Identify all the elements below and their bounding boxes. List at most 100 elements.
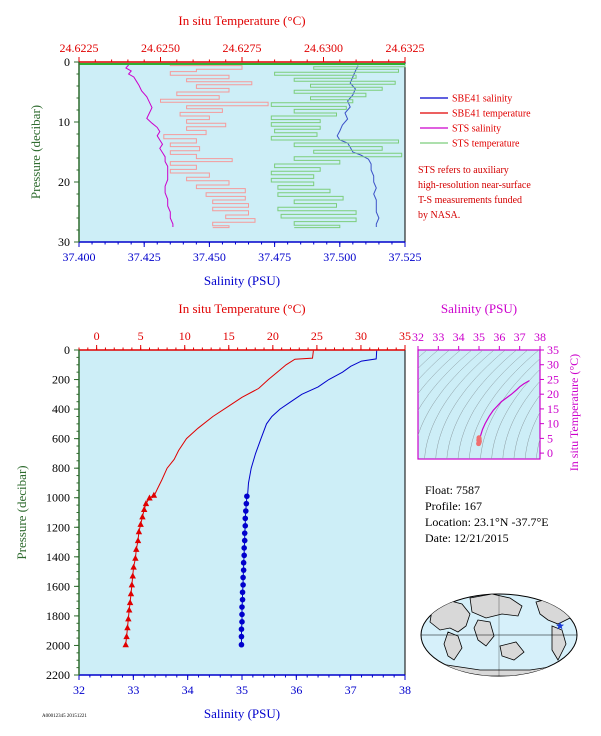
circle-marker xyxy=(240,567,247,573)
ts-right-tick-label: 15 xyxy=(547,402,559,416)
triangle-marker xyxy=(141,506,148,513)
ts-top-tick-label: 33 xyxy=(432,330,444,344)
near-surface-chart: 37.400 37.425 37.450 37.475 37.500 37.525 Sali… xyxy=(28,13,531,288)
triangle-marker xyxy=(134,537,142,544)
float-location-star xyxy=(556,621,564,630)
triangle-marker xyxy=(130,563,137,570)
left-tick-label: 1800 xyxy=(46,609,70,623)
ts-top-tick-label: 35 xyxy=(473,330,485,344)
circle-marker xyxy=(239,619,245,625)
circle-marker xyxy=(243,508,249,514)
left-tick-label: 2000 xyxy=(46,638,70,652)
circle-marker xyxy=(238,626,245,633)
bottom-tick-label: 38 xyxy=(399,683,411,697)
density-contour xyxy=(524,411,540,459)
circle-marker xyxy=(241,537,248,544)
float-info-line: Date: 12/21/2015 xyxy=(425,531,509,545)
series-sbe41-temperature xyxy=(160,64,269,229)
top-axis-title: In situ Temperature (°C) xyxy=(178,13,305,28)
density-contour xyxy=(457,350,528,459)
density-contour xyxy=(418,350,484,437)
ts-right-tick-label: 5 xyxy=(547,431,553,445)
top-tick-label: 10 xyxy=(179,329,191,343)
top-axis-title: In situ Temperature (°C) xyxy=(178,301,305,316)
density-contour xyxy=(536,438,540,459)
triangle-marker xyxy=(128,581,136,588)
left-tick-label: 20 xyxy=(58,175,70,189)
triangle-marker xyxy=(122,641,129,648)
circle-marker xyxy=(243,500,250,507)
density-contour xyxy=(435,350,506,459)
float-info-line: Profile: 167 xyxy=(425,499,482,513)
note-line: by NASA. xyxy=(418,210,460,221)
ts-right-tick-label: 0 xyxy=(547,446,553,460)
left-tick-label: 600 xyxy=(52,432,70,446)
density-contour xyxy=(418,350,439,369)
density-contour xyxy=(418,350,450,381)
triangle-marker xyxy=(150,491,158,498)
top-tick-label: 5 xyxy=(138,329,144,343)
ts-top-tick-label: 38 xyxy=(534,330,546,344)
top-tick-label: 24.6250 xyxy=(141,41,180,55)
series-sbe41-salinity xyxy=(336,65,380,227)
top-tick-label: 24.6225 xyxy=(60,41,99,55)
series-salinity xyxy=(246,350,378,498)
ts-top-tick-label: 34 xyxy=(453,330,465,344)
triangle-marker xyxy=(139,513,146,520)
circle-marker xyxy=(242,522,249,529)
left-tick-label: 30 xyxy=(58,235,70,249)
left-tick-label: 1400 xyxy=(46,550,70,564)
circle-marker xyxy=(244,493,250,500)
density-contours xyxy=(418,350,540,459)
circle-marker xyxy=(241,545,247,551)
left-tick-label: 200 xyxy=(52,373,70,387)
top-tick-label: 35 xyxy=(399,329,411,343)
circle-marker xyxy=(239,604,245,610)
circle-marker xyxy=(241,530,248,536)
continent xyxy=(499,641,525,661)
ts-top-axis-title: Salinity (PSU) xyxy=(441,301,517,316)
continent xyxy=(473,619,495,647)
ts-top-tick-label: 32 xyxy=(412,330,424,344)
density-contour xyxy=(502,380,540,459)
density-contour xyxy=(513,394,540,459)
bottom-tick-label: 32 xyxy=(73,683,85,697)
circle-marker xyxy=(241,552,247,559)
continent xyxy=(443,631,463,661)
triangle-marker xyxy=(142,500,150,507)
bottom-tick-label: 37.500 xyxy=(323,250,356,264)
top-tick-label: 30 xyxy=(355,329,367,343)
left-tick-label: 1600 xyxy=(46,579,70,593)
bottom-tick-label: 37.525 xyxy=(389,250,422,264)
full-profile-chart: 32 33 34 35 36 37 38 Salinity (PSU) 0 5 10 15 20 25 30… xyxy=(14,301,411,721)
circle-marker xyxy=(240,582,246,588)
top-tick-label: 24.6275 xyxy=(223,41,262,55)
ts-right-tick-label: 30 xyxy=(547,358,559,372)
bottom-axis-title: Salinity (PSU) xyxy=(204,706,280,721)
circle-marker xyxy=(240,559,247,566)
triangle-marker xyxy=(126,606,133,613)
bottom-tick-label: 34 xyxy=(182,683,194,697)
note-line: T-S measurements funded xyxy=(418,195,522,206)
ts-top-tick-label: 36 xyxy=(493,330,505,344)
left-axis-title: Pressure (decibar) xyxy=(14,465,29,559)
legend-label: STS temperature xyxy=(452,139,520,150)
location-map xyxy=(420,593,578,677)
bottom-axis-title: Salinity (PSU) xyxy=(204,273,280,288)
series-temperature xyxy=(151,350,314,499)
ts-right-axis-title: In situ Temperature (°C) xyxy=(567,354,581,471)
bottom-tick-label: 37.475 xyxy=(258,250,291,264)
left-tick-label: 2200 xyxy=(46,668,70,682)
legend-label: SBE41 temperature xyxy=(452,109,531,120)
left-tick-label: 400 xyxy=(52,402,70,416)
triangle-marker xyxy=(133,545,140,552)
density-contour xyxy=(418,350,461,395)
density-contour xyxy=(424,350,495,459)
legend-label: STS salinity xyxy=(452,124,501,135)
bottom-tick-label: 37.425 xyxy=(128,250,161,264)
density-contour xyxy=(418,350,472,411)
continent xyxy=(469,594,523,619)
circle-marker xyxy=(239,611,245,618)
triangle-marker xyxy=(123,633,130,640)
